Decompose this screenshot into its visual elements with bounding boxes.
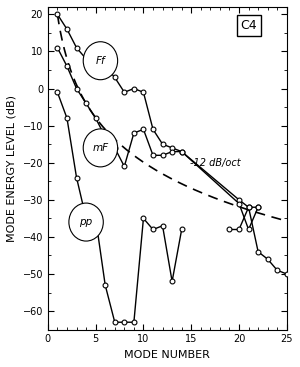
Ellipse shape <box>69 203 103 241</box>
Text: Ff: Ff <box>96 56 105 66</box>
Ellipse shape <box>83 42 118 80</box>
Text: mF: mF <box>92 143 109 153</box>
Text: C4: C4 <box>240 19 257 32</box>
Ellipse shape <box>83 129 118 167</box>
Y-axis label: MODE ENERGY LEVEL (dB): MODE ENERGY LEVEL (dB) <box>7 95 17 242</box>
Text: pp: pp <box>80 217 93 227</box>
Text: -12 dB/oct: -12 dB/oct <box>190 158 240 168</box>
X-axis label: MODE NUMBER: MODE NUMBER <box>124 350 210 360</box>
